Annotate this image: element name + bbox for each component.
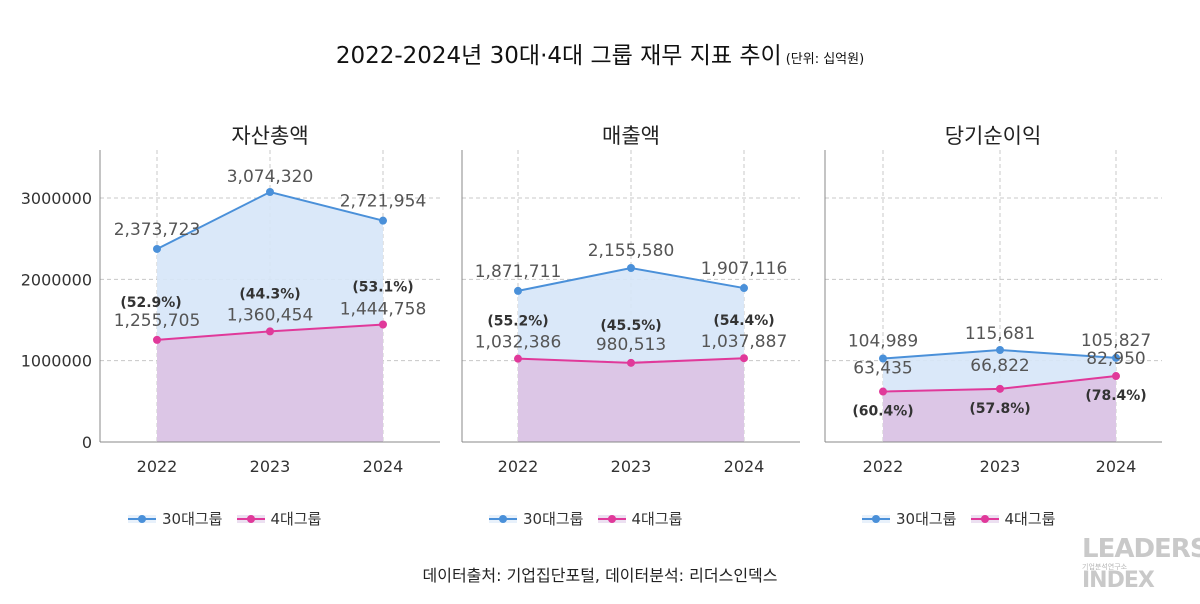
data-label: 2,721,954 xyxy=(340,192,427,212)
leaders-index-logo: LEADERS 기업분석연구소 INDEX xyxy=(1082,534,1200,600)
data-label: 63,435 xyxy=(853,359,912,379)
point-series-30 xyxy=(1112,353,1120,362)
share-label: (55.2%) xyxy=(487,314,548,330)
legend-swatch-30-icon xyxy=(128,512,156,526)
point-series-30 xyxy=(627,264,635,272)
share-label: (54.4%) xyxy=(713,313,774,329)
data-label: 1,032,386 xyxy=(475,333,562,353)
share-label: (60.4%) xyxy=(852,404,913,420)
legend-sales: 30대그룹 4대그룹 xyxy=(489,508,682,529)
point-series-4 xyxy=(627,358,635,367)
x-tick-label: 2023 xyxy=(250,457,291,476)
x-tick-label: 2024 xyxy=(363,457,404,476)
share-label: (45.5%) xyxy=(600,318,661,334)
x-tick-label: 2023 xyxy=(980,457,1021,476)
x-tick-label: 2022 xyxy=(137,457,178,476)
legend-label-4: 4대그룹 xyxy=(1004,510,1056,528)
chart-panel-2: 2022 2023 2024 104,989 115,681 105,827 63,435 6… xyxy=(824,150,1162,476)
point-series-4 xyxy=(996,384,1004,393)
chart-panel-0: 2022 2023 2024 0 1000000 2000000 3000000 2,373,… xyxy=(21,150,440,476)
data-label: 1,444,758 xyxy=(340,300,427,320)
x-tick-label: 2024 xyxy=(1096,457,1137,476)
area-series-4 xyxy=(157,324,383,442)
legend-label-4: 4대그룹 xyxy=(270,510,322,528)
source-note: 데이터출처: 기업집단포털, 데이터분석: 리더스인덱스 xyxy=(422,566,778,585)
share-label: (52.9%) xyxy=(120,295,181,311)
x-tick-label: 2022 xyxy=(498,457,539,476)
legend-label-30: 30대그룹 xyxy=(896,510,957,528)
point-series-30 xyxy=(379,216,387,225)
data-label: 2,373,723 xyxy=(114,220,201,240)
y-tick-label: 2000000 xyxy=(21,270,92,289)
data-label: 66,822 xyxy=(970,356,1029,376)
legend-swatch-30-icon xyxy=(862,512,890,526)
data-label: 980,513 xyxy=(596,335,666,355)
x-tick-label: 2023 xyxy=(611,457,652,476)
point-series-4 xyxy=(879,387,887,396)
point-series-30 xyxy=(266,188,274,196)
data-label: 3,074,320 xyxy=(227,167,314,187)
point-series-30 xyxy=(740,284,748,293)
legend-swatch-4-icon xyxy=(970,512,999,526)
point-series-30 xyxy=(879,354,887,363)
legend-assets: 30대그룹 4대그룹 xyxy=(128,508,321,529)
legend-label-30: 30대그룹 xyxy=(523,510,584,528)
point-series-4 xyxy=(153,335,161,344)
point-series-4 xyxy=(740,354,748,363)
point-series-4 xyxy=(379,320,387,329)
data-label: 1,360,454 xyxy=(227,305,314,325)
logo-text-index: INDEX xyxy=(1082,568,1155,593)
legend-item-4: 4대그룹 xyxy=(236,508,322,529)
y-tick-label: 3000000 xyxy=(21,189,92,208)
panel-title-sales: 매출액 xyxy=(602,124,660,148)
legend-item-30: 30대그룹 xyxy=(489,508,584,529)
legend-swatch-4-icon xyxy=(597,512,626,526)
data-label: 82,950 xyxy=(1086,349,1145,369)
legend-item-4: 4대그룹 xyxy=(970,508,1056,529)
legend-item-30: 30대그룹 xyxy=(862,508,957,529)
legend-label-4: 4대그룹 xyxy=(631,510,683,528)
legend-item-30: 30대그룹 xyxy=(128,508,223,529)
legend-swatch-30-icon xyxy=(489,512,517,526)
share-label: (78.4%) xyxy=(1085,388,1146,404)
data-label: 2,155,580 xyxy=(588,241,675,261)
data-label: 1,255,705 xyxy=(114,311,201,331)
area-series-4 xyxy=(883,376,1116,442)
chart-unit: (단위: 십억원) xyxy=(785,52,865,67)
point-series-30 xyxy=(153,244,161,253)
point-series-4 xyxy=(266,327,274,336)
data-label: 1,871,711 xyxy=(475,262,562,282)
chart-panel-1: 2022 2023 2024 1,871,711 2,155,580 1,907,116 1… xyxy=(461,150,800,476)
logo-text-sub: 기업분석연구소 xyxy=(1082,563,1128,571)
data-label: 104,989 xyxy=(848,332,918,352)
x-tick-label: 2024 xyxy=(724,457,765,476)
legend-item-4: 4대그룹 xyxy=(597,508,683,529)
chart-title-main: 2022-2024년 30대·4대 그룹 재무 지표 추이 xyxy=(335,43,782,69)
legend-label-30: 30대그룹 xyxy=(162,510,223,528)
panel-title-netincome: 당기순이익 xyxy=(944,124,1042,148)
share-label: (53.1%) xyxy=(352,280,413,296)
panel-title-assets: 자산총액 xyxy=(231,124,309,148)
legend-netincome: 30대그룹 4대그룹 xyxy=(862,508,1055,529)
data-label: 105,827 xyxy=(1081,331,1151,351)
data-label: 115,681 xyxy=(965,324,1035,344)
point-series-30 xyxy=(996,346,1004,354)
logo-text-leaders: LEADERS xyxy=(1082,534,1200,564)
point-series-30 xyxy=(514,286,522,295)
y-tick-label: 0 xyxy=(82,433,92,452)
data-label: 1,037,887 xyxy=(701,332,788,352)
share-label: (44.3%) xyxy=(239,286,300,302)
point-series-4 xyxy=(1112,372,1120,381)
data-label: 1,907,116 xyxy=(701,259,788,279)
x-tick-label: 2022 xyxy=(863,457,904,476)
area-series-4 xyxy=(518,358,744,442)
legend-swatch-4-icon xyxy=(236,512,265,526)
y-tick-label: 1000000 xyxy=(21,352,92,371)
share-label: (57.8%) xyxy=(969,401,1030,417)
point-series-4 xyxy=(514,354,522,363)
chart-title: 2022-2024년 30대·4대 그룹 재무 지표 추이 (단위: 십억원) xyxy=(0,36,1200,70)
